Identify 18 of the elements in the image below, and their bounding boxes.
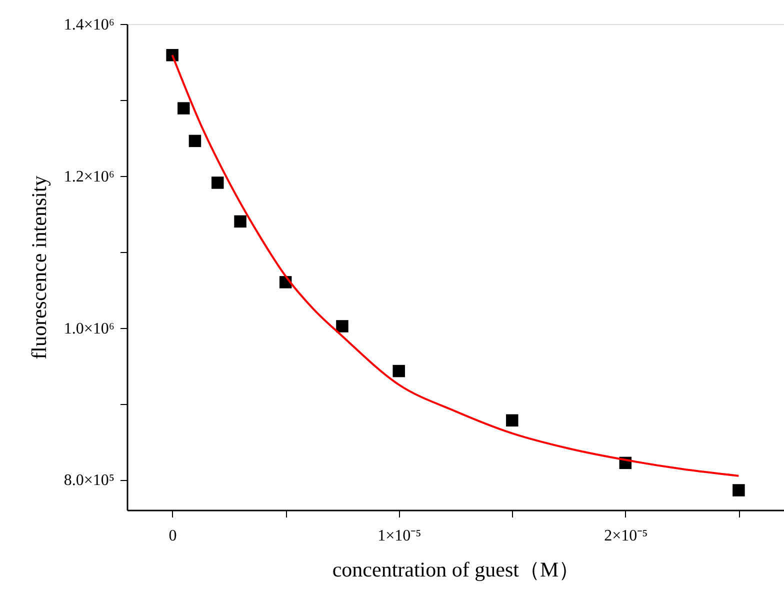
y-tick-label: 8.0×10⁵ [64,472,114,490]
point [506,414,518,427]
point [211,176,224,189]
y-tick-label: 1.0×10⁶ [64,320,114,338]
x-axis-title: concentration of guest（M） [332,558,580,582]
x-tick-label: 0 [168,528,177,544]
y-axis-title: fluorescence intensity [26,175,51,360]
point [336,320,348,332]
point [166,49,178,62]
point [392,364,405,378]
y-tick-label: 1.2×10⁶ [64,168,114,186]
y-tick-label: 1.4×10⁶ [64,16,114,34]
point [188,134,202,148]
point [234,215,246,228]
point [178,102,190,114]
point [732,484,745,496]
x-tick-label: 1×10⁻⁵ [378,528,422,544]
x-tick-label: 2×10⁻⁵ [604,528,648,544]
